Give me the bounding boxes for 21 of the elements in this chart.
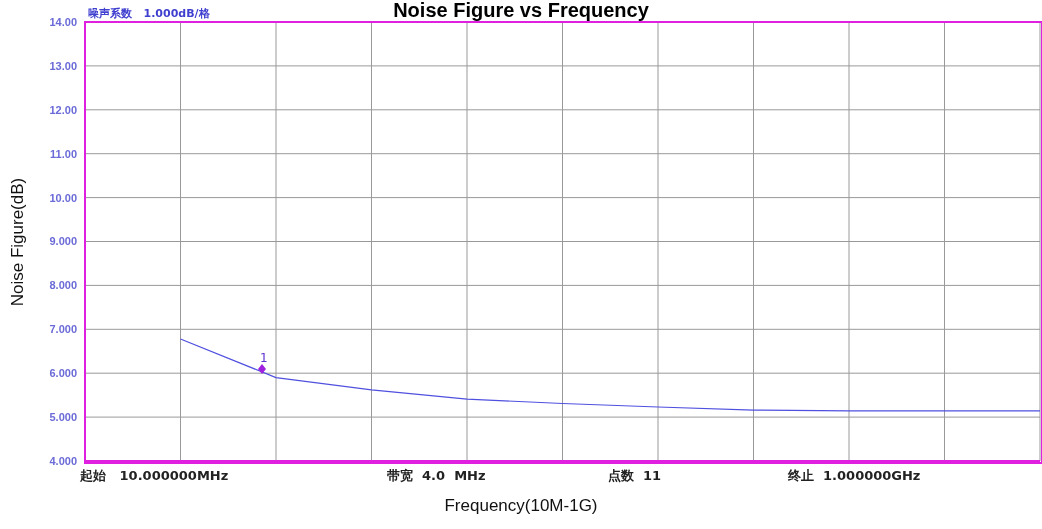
x-axis-title: Frequency(10M-1G) (443, 496, 599, 516)
annotation: 1 (260, 351, 268, 365)
text: 噪声系数 1.000dB/格 (88, 6, 210, 21)
text: 起始 10.000000MHz (80, 467, 229, 485)
chart-title: Noise Figure vs Frequency (393, 0, 649, 21)
y-tick-label: 12.00 (49, 103, 77, 116)
y-tick-label: 4.000 (49, 454, 77, 467)
y-tick-label: 13.00 (49, 59, 77, 72)
y-tick-label: 8.000 (49, 279, 77, 292)
text: 点数 11 (608, 467, 662, 485)
y-tick-label: 5.000 (49, 411, 77, 424)
y-tick-label: 14.00 (49, 15, 77, 28)
y-tick-label: 10.00 (49, 191, 77, 204)
y-tick-label: 7.000 (49, 323, 77, 336)
y-tick-label: 11.00 (50, 147, 77, 160)
line-series (179, 338, 1040, 412)
text: 带宽 4.0 MHz (387, 467, 486, 485)
y-axis-title: Noise Figure(dB) (8, 177, 28, 306)
y-tick-label: 9.000 (49, 235, 77, 248)
text: 终止 1.000000GHz (788, 467, 921, 485)
y-tick-label: 6.000 (49, 367, 77, 380)
